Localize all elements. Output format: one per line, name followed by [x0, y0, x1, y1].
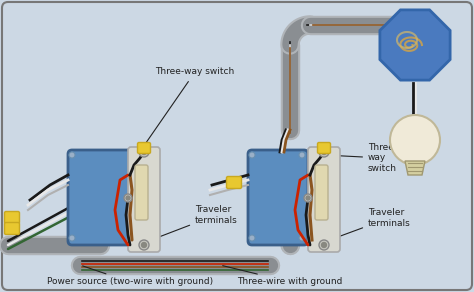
Circle shape	[390, 115, 440, 165]
Circle shape	[69, 235, 75, 241]
Circle shape	[299, 152, 305, 158]
Circle shape	[321, 242, 327, 248]
Text: Power source (two-wire with ground): Power source (two-wire with ground)	[47, 266, 213, 286]
Circle shape	[249, 152, 255, 158]
FancyBboxPatch shape	[227, 176, 241, 189]
Text: Three-wire with ground: Three-wire with ground	[223, 266, 343, 286]
FancyBboxPatch shape	[137, 142, 151, 154]
Polygon shape	[380, 10, 450, 80]
Circle shape	[131, 235, 137, 241]
Circle shape	[319, 147, 329, 157]
Text: Traveler
terminals: Traveler terminals	[141, 205, 238, 244]
FancyBboxPatch shape	[128, 147, 160, 252]
FancyBboxPatch shape	[4, 223, 19, 234]
FancyBboxPatch shape	[318, 142, 330, 154]
FancyBboxPatch shape	[2, 2, 472, 290]
Circle shape	[299, 235, 305, 241]
FancyBboxPatch shape	[4, 211, 19, 223]
Circle shape	[249, 235, 255, 241]
FancyBboxPatch shape	[308, 147, 340, 252]
Circle shape	[139, 240, 149, 250]
FancyBboxPatch shape	[315, 165, 328, 220]
Text: Three-way switch: Three-way switch	[143, 67, 235, 148]
FancyBboxPatch shape	[135, 165, 148, 220]
FancyBboxPatch shape	[68, 150, 140, 245]
Circle shape	[142, 150, 146, 154]
Circle shape	[142, 242, 146, 248]
Circle shape	[321, 150, 327, 154]
Text: Traveler
terminals: Traveler terminals	[319, 208, 411, 244]
Circle shape	[319, 240, 329, 250]
Polygon shape	[405, 161, 425, 175]
Circle shape	[124, 194, 132, 202]
Circle shape	[306, 196, 310, 200]
Circle shape	[126, 196, 130, 200]
FancyBboxPatch shape	[248, 150, 308, 245]
Text: Three-
way
switch: Three- way switch	[327, 143, 397, 173]
Circle shape	[139, 147, 149, 157]
Circle shape	[304, 194, 312, 202]
Circle shape	[69, 152, 75, 158]
Circle shape	[131, 152, 137, 158]
